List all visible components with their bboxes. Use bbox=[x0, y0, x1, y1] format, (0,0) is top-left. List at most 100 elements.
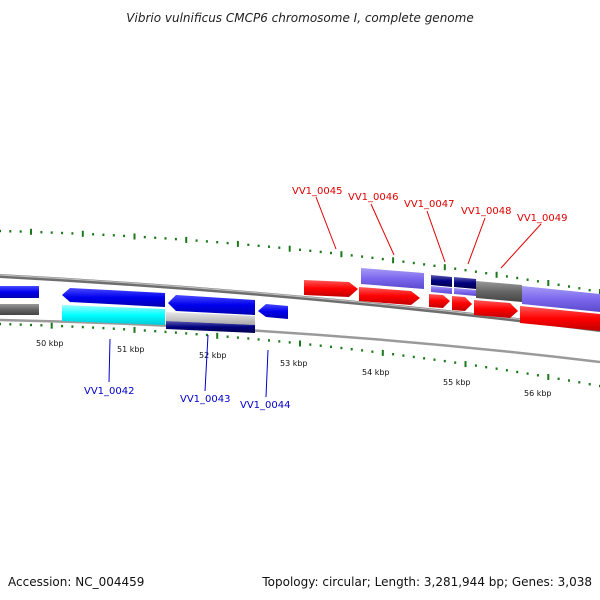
gene-reverse-block-left[interactable] bbox=[0, 286, 39, 298]
gene-vv1-0043-lightgray[interactable] bbox=[166, 312, 255, 325]
lower-minor-tick bbox=[485, 366, 488, 369]
lower-minor-tick bbox=[185, 332, 188, 335]
lower-minor-tick bbox=[319, 344, 322, 347]
kbp-label-56: 56 kbp bbox=[524, 389, 552, 398]
gene-vv1-0043-navy[interactable] bbox=[166, 321, 255, 333]
gene-label-vv1-0044[interactable]: VV1_0044 bbox=[240, 400, 291, 411]
gene-label-vv1-0043[interactable]: VV1_0043 bbox=[180, 394, 231, 405]
upper-minor-tick bbox=[464, 269, 467, 272]
upper-major-tick bbox=[133, 233, 136, 240]
gene-vv1-0042-cyan[interactable] bbox=[62, 305, 165, 325]
upper-major-tick bbox=[236, 240, 239, 247]
gene-vv1-0049-gray[interactable] bbox=[476, 281, 522, 302]
lower-minor-tick bbox=[205, 333, 208, 337]
upper-minor-tick bbox=[195, 239, 198, 242]
upper-minor-tick bbox=[361, 255, 364, 258]
upper-minor-tick bbox=[71, 232, 74, 235]
lower-minor-tick bbox=[247, 337, 250, 340]
lower-minor-tick bbox=[423, 357, 426, 360]
gene-label-vv1-0045[interactable]: VV1_0045 bbox=[292, 186, 343, 197]
upper-major-tick bbox=[547, 280, 550, 286]
gene-vv1-0042-arrow[interactable] bbox=[62, 288, 165, 307]
upper-minor-tick bbox=[474, 270, 477, 273]
lower-minor-tick bbox=[164, 330, 167, 334]
lower-minor-tick bbox=[195, 333, 198, 336]
upper-minor-tick bbox=[40, 231, 43, 234]
lower-minor-tick bbox=[412, 355, 415, 359]
upper-minor-tick bbox=[516, 276, 519, 280]
upper-minor-tick bbox=[164, 237, 167, 240]
gene-label-vv1-0049[interactable]: VV1_0049 bbox=[517, 213, 568, 224]
upper-minor-tick bbox=[371, 256, 374, 259]
reverse-gene-labels: VV1_0042 VV1_0043 VV1_0044 bbox=[84, 334, 291, 411]
gene-label-vv1-0047[interactable]: VV1_0047 bbox=[404, 199, 455, 210]
upper-minor-tick bbox=[299, 248, 301, 251]
lower-minor-tick bbox=[143, 329, 146, 332]
gene-vv1-0048-navy[interactable] bbox=[454, 277, 476, 289]
gene-vv1-0047-purple[interactable] bbox=[431, 286, 452, 294]
upper-minor-tick bbox=[50, 231, 53, 234]
upper-minor-tick bbox=[102, 233, 105, 236]
lower-minor-tick bbox=[536, 374, 539, 377]
gene-vv1-0045-arrow[interactable] bbox=[304, 280, 358, 297]
kbp-label-50: 50 kbp bbox=[36, 339, 64, 348]
lower-minor-tick bbox=[19, 323, 22, 326]
upper-minor-tick bbox=[247, 243, 250, 246]
gene-purple-right[interactable] bbox=[522, 286, 600, 312]
lower-major-tick bbox=[381, 349, 384, 356]
lower-major-tick bbox=[133, 326, 136, 333]
lower-minor-tick bbox=[257, 338, 260, 341]
upper-major-tick bbox=[392, 257, 395, 264]
gene-vv1-0049-arrow[interactable] bbox=[474, 300, 518, 318]
gene-vv1-0046-arrow[interactable] bbox=[359, 287, 420, 305]
gene-vv1-0047-navy[interactable] bbox=[431, 275, 452, 287]
page-title: Vibrio vulnificus CMCP6 chromosome I, co… bbox=[126, 11, 473, 25]
upper-minor-tick bbox=[526, 278, 529, 281]
upper-major-tick bbox=[495, 271, 498, 278]
kbp-labels: 50 kbp 51 kbp 52 kbp 53 kbp 54 kbp 55 kb… bbox=[36, 339, 552, 398]
upper-major-tick bbox=[81, 230, 84, 237]
lower-minor-tick bbox=[309, 343, 312, 346]
gene-label-vv1-0042[interactable]: VV1_0042 bbox=[84, 386, 135, 397]
upper-minor-tick bbox=[433, 264, 436, 267]
upper-minor-tick bbox=[330, 251, 332, 255]
upper-minor-tick bbox=[278, 246, 281, 249]
upper-minor-tick bbox=[423, 263, 426, 266]
backbone-inner bbox=[0, 318, 600, 364]
lower-major-tick bbox=[299, 340, 301, 347]
gene-gray-left[interactable] bbox=[0, 304, 39, 315]
leader-line-vv1-0044 bbox=[265, 349, 269, 398]
gene-vv1-0047-arrow[interactable] bbox=[429, 294, 450, 308]
upper-major-tick bbox=[340, 251, 343, 258]
lower-minor-tick bbox=[516, 370, 519, 374]
lower-minor-tick bbox=[154, 330, 157, 333]
upper-minor-tick bbox=[268, 245, 270, 248]
upper-major-tick bbox=[30, 228, 32, 235]
upper-minor-tick bbox=[216, 241, 219, 244]
gene-vv1-0048-arrow[interactable] bbox=[452, 296, 472, 311]
lower-minor-tick bbox=[505, 369, 508, 372]
kbp-label-52: 52 kbp bbox=[199, 351, 227, 360]
lower-minor-tick bbox=[526, 372, 529, 375]
gene-vv1-0044-arrow[interactable] bbox=[258, 304, 288, 319]
lower-major-tick bbox=[216, 332, 219, 339]
lower-minor-tick bbox=[0, 322, 1, 326]
backbone-highlight bbox=[0, 274, 600, 330]
upper-minor-tick bbox=[112, 234, 115, 237]
gene-label-vv1-0046[interactable]: VV1_0046 bbox=[348, 192, 399, 203]
upper-minor-tick bbox=[485, 272, 488, 275]
gene-vv1-0046-purple[interactable] bbox=[361, 268, 424, 289]
lower-minor-tick bbox=[433, 358, 436, 361]
lower-minor-tick bbox=[61, 324, 64, 328]
leader-line-vv1-0047 bbox=[426, 210, 446, 263]
lower-minor-tick bbox=[288, 341, 291, 344]
gene-vv1-0048-purple[interactable] bbox=[454, 288, 476, 296]
lower-minor-tick bbox=[30, 323, 32, 327]
gene-label-vv1-0048[interactable]: VV1_0048 bbox=[461, 206, 512, 217]
upper-minor-tick bbox=[319, 250, 322, 254]
lower-minor-tick bbox=[71, 325, 74, 328]
gene-vv1-0043-arrow[interactable] bbox=[168, 295, 255, 315]
upper-minor-tick bbox=[143, 235, 146, 239]
gene-red-right[interactable] bbox=[520, 306, 600, 331]
